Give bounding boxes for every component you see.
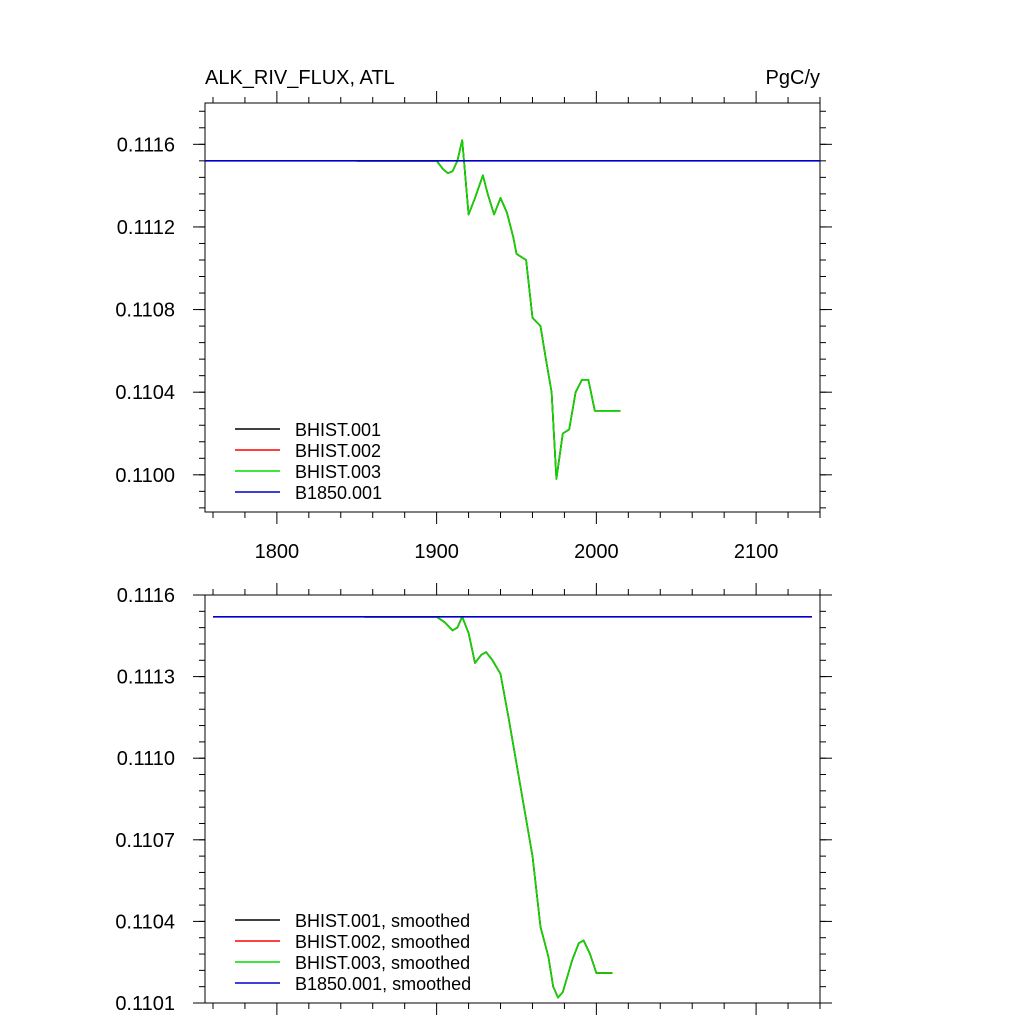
chart-title: ALK_RIV_FLUX, ATL (205, 67, 395, 89)
legend-label: BHIST.002, smoothed (295, 932, 470, 952)
y-tick-label: 0.1104 (115, 911, 175, 933)
legend-label: BHIST.003, smoothed (295, 953, 470, 973)
x-tick-label: 1800 (255, 541, 300, 563)
legend-label: B1850.001 (295, 483, 382, 503)
y-tick-label: 0.1104 (115, 382, 175, 404)
legend-label: BHIST.002 (295, 441, 381, 461)
legend-label: BHIST.001 (295, 420, 381, 440)
units-label: PgC/y (766, 67, 820, 89)
series-line-1 (356, 139, 621, 480)
legend-label: BHIST.003 (295, 462, 381, 482)
y-tick-label: 0.1116 (117, 585, 175, 607)
y-tick-label: 0.1107 (115, 830, 175, 852)
plot-frame (204, 594, 821, 1004)
x-tick-label: 2000 (574, 541, 619, 563)
plot-frame (204, 102, 821, 513)
top-panel: 1800 1900 2000 2100 0.1100 0.1104 0.1108 0.1112… (115, 91, 832, 563)
y-tick-label: 0.1100 (115, 465, 175, 487)
series-line-2 (356, 139, 621, 480)
y-tick-label: 0.1116 (117, 134, 175, 156)
legend-label: BHIST.001, smoothed (295, 911, 470, 931)
series-line-2 (364, 615, 613, 999)
bottom-panel: 0.1101 0.1104 0.1107 0.1110 0.1113 0.1116 BHIS… (115, 583, 832, 1015)
y-tick-label: 0.1101 (115, 993, 175, 1015)
x-tick-label: 2100 (734, 541, 779, 563)
x-tick-label: 1900 (414, 541, 459, 563)
y-tick-label: 0.1108 (115, 300, 175, 322)
legend-label: B1850.001, smoothed (295, 974, 471, 994)
series-line-0 (356, 139, 621, 480)
y-tick-label: 0.1113 (117, 667, 175, 689)
y-tick-label: 0.1110 (117, 748, 175, 770)
y-tick-label: 0.1112 (117, 217, 175, 239)
